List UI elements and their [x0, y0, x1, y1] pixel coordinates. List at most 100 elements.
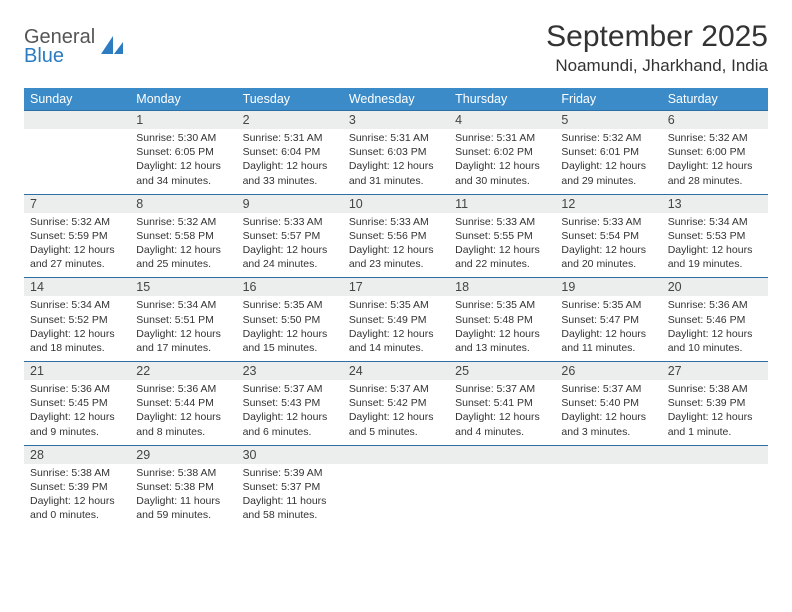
sunrise-text: Sunrise: 5:39 AM: [243, 466, 337, 480]
daylight-text: Daylight: 12 hours: [243, 327, 337, 341]
sunset-text: Sunset: 5:48 PM: [455, 313, 549, 327]
day-cell: Sunrise: 5:35 AMSunset: 5:48 PMDaylight:…: [449, 296, 555, 361]
daylight-text: and 3 minutes.: [561, 425, 655, 439]
weekday-header: Wednesday: [343, 88, 449, 111]
day-number-row: 78910111213: [24, 194, 768, 213]
day-data-row: Sunrise: 5:32 AMSunset: 5:59 PMDaylight:…: [24, 213, 768, 278]
daylight-text: and 8 minutes.: [136, 425, 230, 439]
title-block: September 2025 Noamundi, Jharkhand, Indi…: [546, 20, 768, 76]
day-data-row: Sunrise: 5:38 AMSunset: 5:39 PMDaylight:…: [24, 464, 768, 529]
sunset-text: Sunset: 5:52 PM: [30, 313, 124, 327]
sunrise-text: Sunrise: 5:32 AM: [30, 215, 124, 229]
sunrise-text: Sunrise: 5:37 AM: [349, 382, 443, 396]
sunset-text: Sunset: 6:02 PM: [455, 145, 549, 159]
daylight-text: Daylight: 12 hours: [136, 243, 230, 257]
day-number: 29: [130, 445, 236, 464]
day-number: [555, 445, 661, 464]
day-cell: [24, 129, 130, 194]
daylight-text: and 30 minutes.: [455, 174, 549, 188]
day-cell: Sunrise: 5:35 AMSunset: 5:49 PMDaylight:…: [343, 296, 449, 361]
sunrise-text: Sunrise: 5:35 AM: [455, 298, 549, 312]
daylight-text: Daylight: 11 hours: [136, 494, 230, 508]
daylight-text: Daylight: 12 hours: [668, 243, 762, 257]
daylight-text: and 15 minutes.: [243, 341, 337, 355]
day-cell: Sunrise: 5:33 AMSunset: 5:56 PMDaylight:…: [343, 213, 449, 278]
day-cell: Sunrise: 5:31 AMSunset: 6:03 PMDaylight:…: [343, 129, 449, 194]
logo: General Blue: [24, 20, 125, 68]
sunrise-text: Sunrise: 5:34 AM: [30, 298, 124, 312]
day-cell: Sunrise: 5:30 AMSunset: 6:05 PMDaylight:…: [130, 129, 236, 194]
daylight-text: Daylight: 12 hours: [561, 243, 655, 257]
sunrise-text: Sunrise: 5:37 AM: [455, 382, 549, 396]
calendar-table: Sunday Monday Tuesday Wednesday Thursday…: [24, 88, 768, 528]
daylight-text: Daylight: 12 hours: [30, 327, 124, 341]
day-number: 18: [449, 278, 555, 297]
day-cell: Sunrise: 5:35 AMSunset: 5:47 PMDaylight:…: [555, 296, 661, 361]
day-number: 30: [237, 445, 343, 464]
day-cell: Sunrise: 5:31 AMSunset: 6:04 PMDaylight:…: [237, 129, 343, 194]
day-number: [662, 445, 768, 464]
day-number: 23: [237, 362, 343, 381]
sunrise-text: Sunrise: 5:33 AM: [243, 215, 337, 229]
day-cell: Sunrise: 5:31 AMSunset: 6:02 PMDaylight:…: [449, 129, 555, 194]
daylight-text: and 28 minutes.: [668, 174, 762, 188]
day-cell: Sunrise: 5:34 AMSunset: 5:51 PMDaylight:…: [130, 296, 236, 361]
day-cell: Sunrise: 5:33 AMSunset: 5:55 PMDaylight:…: [449, 213, 555, 278]
weekday-header: Friday: [555, 88, 661, 111]
sunrise-text: Sunrise: 5:32 AM: [136, 215, 230, 229]
weekday-header: Monday: [130, 88, 236, 111]
day-number-row: 21222324252627: [24, 362, 768, 381]
day-cell: Sunrise: 5:39 AMSunset: 5:37 PMDaylight:…: [237, 464, 343, 529]
sunrise-text: Sunrise: 5:35 AM: [561, 298, 655, 312]
daylight-text: and 0 minutes.: [30, 508, 124, 522]
sunrise-text: Sunrise: 5:30 AM: [136, 131, 230, 145]
daylight-text: Daylight: 12 hours: [30, 494, 124, 508]
daylight-text: Daylight: 12 hours: [455, 159, 549, 173]
day-number: 10: [343, 194, 449, 213]
day-cell: Sunrise: 5:33 AMSunset: 5:54 PMDaylight:…: [555, 213, 661, 278]
daylight-text: Daylight: 12 hours: [349, 410, 443, 424]
day-number: 24: [343, 362, 449, 381]
day-number: 17: [343, 278, 449, 297]
daylight-text: and 10 minutes.: [668, 341, 762, 355]
daylight-text: Daylight: 12 hours: [668, 327, 762, 341]
daylight-text: Daylight: 12 hours: [243, 159, 337, 173]
sunrise-text: Sunrise: 5:36 AM: [136, 382, 230, 396]
sunset-text: Sunset: 6:03 PM: [349, 145, 443, 159]
sunset-text: Sunset: 5:47 PM: [561, 313, 655, 327]
sunrise-text: Sunrise: 5:31 AM: [349, 131, 443, 145]
day-cell: Sunrise: 5:36 AMSunset: 5:46 PMDaylight:…: [662, 296, 768, 361]
day-number-row: 282930: [24, 445, 768, 464]
sunset-text: Sunset: 6:04 PM: [243, 145, 337, 159]
weekday-header: Tuesday: [237, 88, 343, 111]
daylight-text: Daylight: 12 hours: [349, 159, 443, 173]
daylight-text: and 19 minutes.: [668, 257, 762, 271]
weekday-header-row: Sunday Monday Tuesday Wednesday Thursday…: [24, 88, 768, 111]
day-cell: Sunrise: 5:36 AMSunset: 5:45 PMDaylight:…: [24, 380, 130, 445]
day-cell: Sunrise: 5:37 AMSunset: 5:40 PMDaylight:…: [555, 380, 661, 445]
day-number: 16: [237, 278, 343, 297]
sunset-text: Sunset: 5:59 PM: [30, 229, 124, 243]
sunset-text: Sunset: 5:45 PM: [30, 396, 124, 410]
sunset-text: Sunset: 6:00 PM: [668, 145, 762, 159]
daylight-text: Daylight: 12 hours: [561, 327, 655, 341]
daylight-text: and 58 minutes.: [243, 508, 337, 522]
sunset-text: Sunset: 5:40 PM: [561, 396, 655, 410]
daylight-text: and 5 minutes.: [349, 425, 443, 439]
day-cell: Sunrise: 5:37 AMSunset: 5:42 PMDaylight:…: [343, 380, 449, 445]
sunset-text: Sunset: 5:46 PM: [668, 313, 762, 327]
day-cell: Sunrise: 5:34 AMSunset: 5:53 PMDaylight:…: [662, 213, 768, 278]
day-number: 7: [24, 194, 130, 213]
day-number-row: 14151617181920: [24, 278, 768, 297]
daylight-text: Daylight: 12 hours: [349, 243, 443, 257]
day-cell: [343, 464, 449, 529]
day-number: 6: [662, 111, 768, 130]
sunrise-text: Sunrise: 5:38 AM: [136, 466, 230, 480]
day-number-row: 123456: [24, 111, 768, 130]
page-title: September 2025: [546, 20, 768, 54]
sunset-text: Sunset: 5:39 PM: [30, 480, 124, 494]
day-number: 21: [24, 362, 130, 381]
daylight-text: Daylight: 12 hours: [455, 327, 549, 341]
sunrise-text: Sunrise: 5:31 AM: [243, 131, 337, 145]
day-cell: Sunrise: 5:38 AMSunset: 5:39 PMDaylight:…: [662, 380, 768, 445]
